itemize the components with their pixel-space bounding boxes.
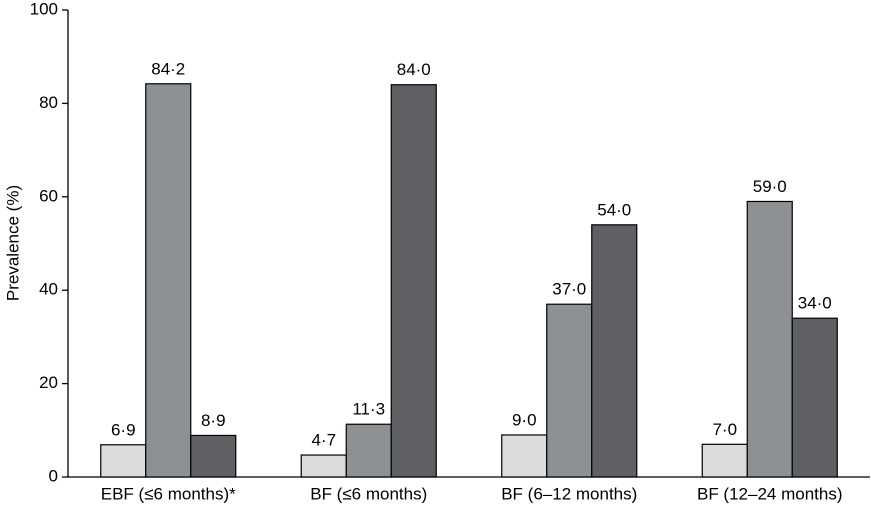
value-label: 84·2 — [151, 59, 185, 78]
bar — [591, 224, 638, 478]
x-tick-label: EBF (≤6 months)* — [101, 484, 236, 503]
y-tick-label: 40 — [39, 280, 58, 299]
value-label: 59·0 — [753, 177, 787, 196]
value-label: 11·3 — [352, 400, 385, 419]
bar — [390, 84, 437, 478]
value-label: 84·0 — [397, 60, 431, 79]
x-tick-label: BF (12–24 months) — [697, 484, 843, 503]
y-tick-label: 60 — [39, 186, 58, 205]
value-label: 37·0 — [552, 280, 586, 299]
bar — [345, 423, 392, 478]
bar — [100, 444, 147, 478]
y-tick-label: 0 — [49, 466, 58, 485]
y-tick-label: 100 — [30, 0, 58, 18]
y-tick-label: 80 — [39, 93, 58, 112]
value-label: 54·0 — [597, 200, 631, 219]
bar — [701, 443, 748, 478]
x-tick-label: BF (≤6 months) — [310, 484, 427, 503]
y-axis-label: Prevalence (%) — [3, 185, 22, 301]
bar — [145, 83, 192, 478]
value-label: 7·0 — [712, 420, 737, 439]
bar — [746, 200, 793, 478]
bar — [791, 317, 838, 478]
bar — [546, 303, 593, 478]
y-tick-label: 20 — [39, 373, 58, 392]
value-label: 6·9 — [111, 420, 136, 439]
value-label: 8·9 — [201, 411, 226, 430]
bar — [300, 454, 347, 478]
x-tick-label: BF (6–12 months) — [501, 484, 637, 503]
bar — [190, 434, 237, 478]
value-label: 34·0 — [798, 294, 832, 313]
value-label: 4·7 — [311, 431, 336, 450]
value-label: 9·0 — [512, 410, 537, 429]
bar — [501, 434, 548, 478]
